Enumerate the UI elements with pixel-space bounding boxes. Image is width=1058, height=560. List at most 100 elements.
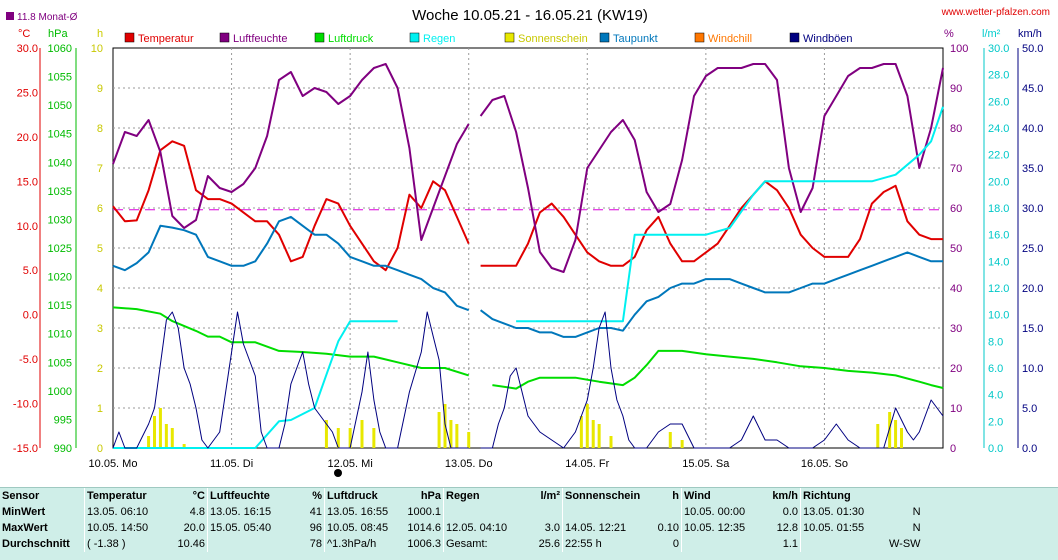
stats-cell: 14.05. 12:21 <box>562 520 649 536</box>
stats-value: 1000.1 <box>407 506 441 518</box>
series-temperatur-b <box>480 180 943 267</box>
current-time-marker <box>334 469 342 477</box>
stats-cell: 12.05. 04:10 <box>443 520 520 536</box>
stats-cell <box>443 504 520 520</box>
stats-cell: ^1.3hPa/h <box>324 536 401 552</box>
day-label: 14.05. Fr <box>565 458 609 470</box>
sunshine-bar <box>449 420 453 448</box>
legend-swatch <box>314 32 325 43</box>
sunshine-bar <box>888 412 892 448</box>
wind-tick-label: 15.0 <box>1022 323 1043 335</box>
series-luftfeuchte-b <box>479 63 944 273</box>
stats-cell <box>800 536 887 552</box>
stats-dir-unit <box>887 488 923 504</box>
legend-swatch <box>409 32 420 43</box>
stats-cell: 13.05. 06:10 <box>84 504 173 520</box>
wind-tick-label: 40.0 <box>1022 123 1043 135</box>
legend-label: Windböen <box>803 33 853 45</box>
hum-tick-label: 10 <box>950 403 962 415</box>
series-windböen-a <box>112 311 469 449</box>
stats-temp-header: Temperatur <box>84 488 173 504</box>
legend-label: Luftdruck <box>328 33 374 45</box>
sunshine-bar <box>324 420 328 448</box>
stats-cell: 10.05. 00:00 <box>681 504 768 520</box>
ref-label: 11.8 Monat-Ø <box>17 12 78 23</box>
series-regen-b <box>516 106 944 323</box>
legend-label: Taupunkt <box>613 33 658 45</box>
wind-tick-label: 0.0 <box>1022 443 1037 455</box>
wind-tick-label: 10.0 <box>1022 363 1043 375</box>
sunshine-bar <box>336 428 340 448</box>
sunshine-bar <box>164 424 168 448</box>
press-tick-label: 1000 <box>48 386 72 398</box>
wind-tick-label: 50.0 <box>1022 43 1043 55</box>
legend-swatch <box>124 32 135 43</box>
rain-tick-label: 0.0 <box>988 443 1003 455</box>
press-tick-label: 1005 <box>48 357 72 369</box>
temp-unit: °C <box>18 28 30 40</box>
rain-tick-label: 18.0 <box>988 203 1009 215</box>
hum-tick-label: 100 <box>950 43 968 55</box>
stats-value: 0.0 <box>782 506 798 518</box>
stats-value: 20.0 <box>183 522 205 534</box>
stats-value: 41 <box>309 506 322 518</box>
hum-tick-label: 70 <box>950 163 962 175</box>
wind-unit: km/h <box>1018 28 1042 40</box>
hum-tick-label: 40 <box>950 283 962 295</box>
rain-tick-label: 20.0 <box>988 176 1009 188</box>
rain-tick-label: 14.0 <box>988 256 1009 268</box>
temp-tick-label: -10.0 <box>13 399 38 411</box>
stats-panel: Sensor Temperatur °C Luftfeuchte % Luftd… <box>0 487 1058 560</box>
stats-rain-header: Regen <box>443 488 520 504</box>
sun-tick-label: 3 <box>97 323 103 335</box>
series-taupunkt-a <box>112 215 470 312</box>
stats-value: 0 <box>672 538 679 550</box>
rain-tick-label: 8.0 <box>988 336 1003 348</box>
legend: Temperatur Luftfeuchte Luftdruck Regen Sonne… <box>124 32 853 45</box>
stats-row-label: MinWert <box>2 506 46 518</box>
stats-value: N <box>912 522 921 534</box>
wind-tick-label: 35.0 <box>1022 163 1043 175</box>
temp-tick-label: 15.0 <box>17 176 38 188</box>
temp-tick-label: 30.0 <box>17 43 38 55</box>
stats-sun-header: Sonnenschein <box>562 488 649 504</box>
temp-tick-label: 20.0 <box>17 132 38 144</box>
rain-tick-label: 24.0 <box>988 123 1009 135</box>
sun-tick-label: 6 <box>97 203 103 215</box>
rain-tick-label: 16.0 <box>988 230 1009 242</box>
stats-cell: 10.05. 12:35 <box>681 520 768 536</box>
press-tick-label: 1045 <box>48 129 72 141</box>
legend-label: Temperatur <box>138 33 194 45</box>
sunshine-bar <box>170 428 174 448</box>
press-tick-label: 1055 <box>48 72 72 84</box>
wind-tick-label: 30.0 <box>1022 203 1043 215</box>
stats-wind-unit: km/h <box>772 490 798 502</box>
rain-tick-label: 26.0 <box>988 96 1009 108</box>
stats-cell: 13.05. 16:15 <box>207 504 302 520</box>
temp-tick-label: -15.0 <box>13 443 38 455</box>
legend-label: Windchill <box>708 33 752 45</box>
press-tick-label: 1010 <box>48 329 72 341</box>
sunshine-bar <box>668 432 672 448</box>
stats-cell: 15.05. 05:40 <box>207 520 302 536</box>
sunshine-bar <box>158 408 162 448</box>
stats-value <box>520 504 563 520</box>
stats-value: W-SW <box>889 538 921 550</box>
sunshine-bar <box>597 424 601 448</box>
site-link[interactable]: www.wetter-pfalzen.com <box>941 7 1050 18</box>
sun-tick-label: 5 <box>97 243 103 255</box>
sunshine-bar <box>147 436 151 448</box>
sunshine-bar <box>360 420 364 448</box>
temp-tick-label: 25.0 <box>17 87 38 99</box>
temp-tick-label: 10.0 <box>17 221 38 233</box>
sun-tick-label: 0 <box>97 443 103 455</box>
press-tick-label: 1030 <box>48 214 72 226</box>
sun-tick-label: 1 <box>97 403 103 415</box>
stats-value: 25.6 <box>538 538 560 550</box>
temp-tick-label: -5.0 <box>19 354 38 366</box>
series-taupunkt-b <box>479 251 943 338</box>
sun-tick-label: 7 <box>97 163 103 175</box>
stats-cell: 13.05. 01:30 <box>800 504 887 520</box>
sun-tick-label: 9 <box>97 83 103 95</box>
stats-cell <box>562 504 649 520</box>
